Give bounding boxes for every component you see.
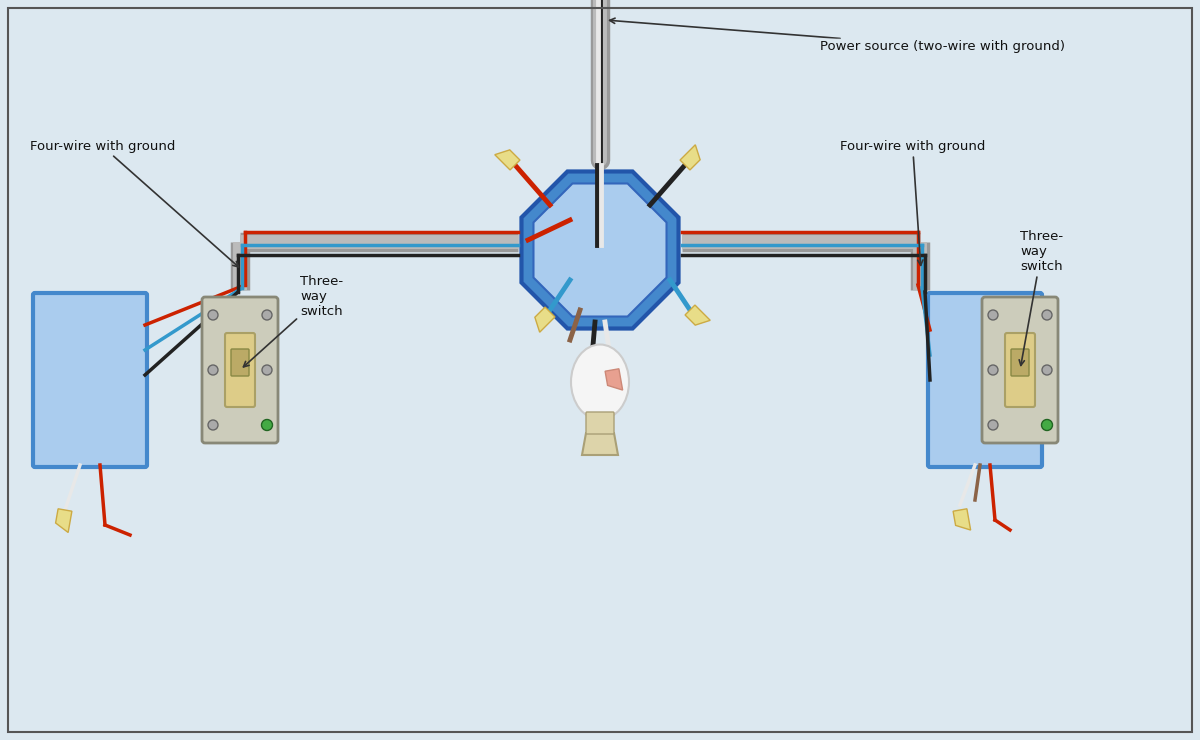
Polygon shape	[582, 433, 618, 455]
Circle shape	[1042, 365, 1052, 375]
FancyBboxPatch shape	[226, 333, 256, 407]
Text: Three-
way
switch: Three- way switch	[1019, 230, 1063, 366]
Ellipse shape	[571, 345, 629, 420]
Circle shape	[208, 365, 218, 375]
Circle shape	[988, 420, 998, 430]
FancyBboxPatch shape	[586, 412, 614, 434]
FancyBboxPatch shape	[232, 349, 250, 376]
Circle shape	[208, 310, 218, 320]
Circle shape	[208, 420, 218, 430]
FancyBboxPatch shape	[1004, 333, 1034, 407]
Text: Four-wire with ground: Four-wire with ground	[30, 140, 239, 267]
Circle shape	[262, 420, 272, 431]
Polygon shape	[953, 509, 971, 530]
FancyBboxPatch shape	[928, 293, 1042, 467]
Text: Four-wire with ground: Four-wire with ground	[840, 140, 985, 266]
Circle shape	[1042, 420, 1052, 431]
Circle shape	[988, 365, 998, 375]
Polygon shape	[535, 307, 554, 332]
FancyBboxPatch shape	[1010, 349, 1028, 376]
Circle shape	[988, 310, 998, 320]
Polygon shape	[522, 172, 678, 329]
Circle shape	[262, 365, 272, 375]
FancyBboxPatch shape	[34, 293, 148, 467]
FancyBboxPatch shape	[202, 297, 278, 443]
Text: Three-
way
switch: Three- way switch	[244, 275, 343, 367]
Polygon shape	[605, 369, 623, 390]
Polygon shape	[494, 150, 520, 170]
Circle shape	[262, 310, 272, 320]
Polygon shape	[534, 184, 666, 317]
Polygon shape	[685, 305, 710, 325]
Circle shape	[1042, 420, 1052, 430]
Polygon shape	[55, 509, 72, 533]
Text: Power source (two-wire with ground): Power source (two-wire with ground)	[610, 18, 1064, 53]
FancyBboxPatch shape	[982, 297, 1058, 443]
Circle shape	[1042, 310, 1052, 320]
Polygon shape	[680, 145, 700, 170]
Circle shape	[262, 420, 272, 430]
